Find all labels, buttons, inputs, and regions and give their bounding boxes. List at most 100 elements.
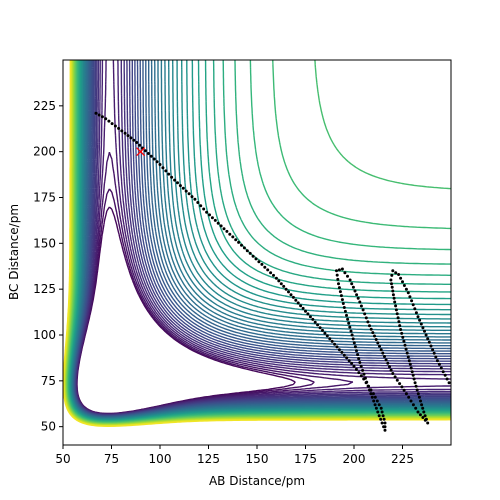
trajectory-point [228,232,232,236]
trajectory-point [370,395,374,399]
trajectory-point [313,320,317,324]
trajectory-point [419,322,423,326]
trajectory-point [337,348,341,352]
trajectory-point [135,141,139,144]
x-tick-label: 100 [149,452,172,466]
y-tick-label: 50 [41,420,56,434]
trajectory-point [323,331,327,335]
trajectory-point [379,348,383,352]
y-tick-label: 175 [33,191,56,205]
trajectory-point [411,403,415,407]
trajectory-point [402,388,406,392]
trajectory-point [423,414,427,418]
x-axis-label: AB Distance/pm [209,474,305,488]
trajectory-point [308,315,312,319]
trajectory-point [439,366,443,370]
trajectory-point [398,382,402,386]
x-tick-label: 75 [104,452,119,466]
trajectory-point [176,181,179,185]
trajectory-point [257,260,261,264]
trajectory-point [365,380,369,384]
trajectory-point [445,377,449,381]
trajectory-point [350,282,354,286]
trajectory-point [404,347,408,351]
trajectory-point [394,308,398,312]
trajectory-point [219,224,223,228]
trajectory-point [222,227,226,231]
trajectory-point [274,276,278,280]
trajectory-point [97,113,101,117]
y-axis: 50 75 100 125 150 175 200 225 [33,99,63,434]
trajectory-point [380,410,384,414]
trajectory-point [403,343,407,347]
trajectory-point [431,348,435,352]
trajectory-point [398,324,402,328]
trajectory-point [353,345,357,349]
trajectory-point [376,341,380,345]
trajectory-point [392,296,396,300]
trajectory-point [306,312,310,316]
y-tick-label: 200 [33,145,56,159]
trajectory-point [113,124,117,128]
trajectory-point [210,216,214,220]
trajectory-point [372,399,376,403]
trajectory-point [380,421,384,425]
y-tick-label: 75 [41,374,56,388]
trajectory-point [361,308,365,312]
trajectory-point [364,316,368,320]
trajectory-point [421,326,425,330]
trajectory-point [418,413,422,417]
trajectory-point [126,134,130,138]
trajectory-point [335,345,339,349]
contour-level [63,60,451,427]
trajectory-point [352,341,356,345]
trajectory-point [397,273,401,276]
trajectory-point [375,399,379,403]
trajectory-point [391,372,395,375]
trajectory-point [407,359,411,363]
trajectory-point [408,362,412,366]
trajectory-point [242,246,246,250]
trajectory-point [287,290,290,294]
trajectory-point [282,284,286,288]
trajectory-point [405,351,409,355]
trajectory-point [359,304,363,308]
trajectory-point [158,163,162,166]
trajectory-point [358,300,362,304]
trajectory-point [366,384,370,388]
trajectory-point [341,302,345,305]
trajectory-point [100,115,104,119]
trajectory-point [390,285,394,289]
trajectory-point [386,361,390,365]
trajectory-point [414,311,418,315]
trajectory-point [342,306,346,309]
trajectory-point [104,117,108,121]
trajectory-point [384,358,388,362]
trajectory-point [325,334,329,338]
trajectory-point [321,328,324,332]
trajectory-point [260,262,264,266]
trajectory-point [366,320,370,324]
trajectory-point [368,324,371,328]
trajectory-point [340,350,344,354]
trajectory-point [353,289,357,293]
trajectory-point [340,298,344,302]
trajectory-point [296,301,300,305]
trajectory-point [263,265,267,269]
trajectory-point [138,143,142,147]
trajectory-point [132,138,136,142]
trajectory-point [346,274,349,278]
trajectory-point [378,344,381,348]
trajectory-point [399,328,403,331]
trajectory-point [401,280,404,284]
trajectory-point [374,338,378,341]
trajectory-point [443,373,447,377]
trajectory-point [389,278,393,282]
trajectory-point [205,210,209,214]
trajectory-point [355,293,359,297]
trajectory-point [129,136,133,140]
trajectory-point [343,271,347,275]
x-axis: 50 75 100 125 150 175 200 225 [55,445,414,466]
trajectory-point [357,371,361,375]
